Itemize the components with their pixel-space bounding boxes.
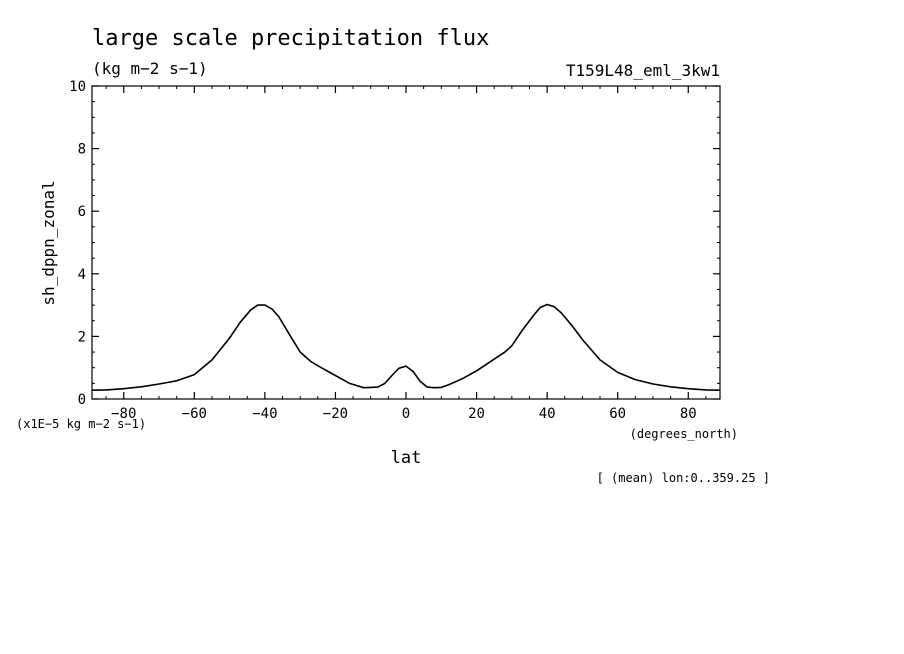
y-axis-label: sh_dppn_zonal xyxy=(39,180,58,305)
y-tick-label: 4 xyxy=(78,267,86,283)
x-tick-label: 60 xyxy=(609,406,626,422)
y-tick-label: 8 xyxy=(78,142,86,158)
x-axis-units: (degrees_north) xyxy=(630,427,738,441)
x-tick-label: 20 xyxy=(468,406,485,422)
y-tick-label: 10 xyxy=(69,79,86,95)
x-tick-label: 40 xyxy=(539,406,556,422)
experiment-label: T159L48_eml_3kw1 xyxy=(566,61,720,80)
y-tick-label: 2 xyxy=(78,329,86,345)
footnote: [ (mean) lon:0..359.25 ] xyxy=(597,471,770,485)
x-tick-label: −40 xyxy=(252,406,277,422)
x-tick-label: 0 xyxy=(402,406,410,422)
x-tick-label: −20 xyxy=(323,406,348,422)
series-line xyxy=(91,303,721,391)
x-axis-ticks: −80 −60 −40 −20 0 20 40 60 80 xyxy=(111,86,697,422)
x-minor-ticks xyxy=(105,86,707,399)
y-axis-ticks: 0 2 4 6 8 10 xyxy=(69,79,720,408)
y-tick-label: 6 xyxy=(78,204,86,220)
chart-subtitle: (kg m−2 s−1) xyxy=(92,59,208,78)
x-tick-label: −80 xyxy=(111,406,136,422)
y-minor-ticks xyxy=(92,101,720,384)
y-tick-label: 0 xyxy=(78,392,86,408)
x-tick-label: 80 xyxy=(680,406,697,422)
plot-frame xyxy=(91,85,721,400)
chart-title: large scale precipitation flux xyxy=(92,26,489,51)
x-axis-label: lat xyxy=(391,448,422,468)
x-tick-label: −60 xyxy=(182,406,207,422)
y-axis-units: (x1E−5 kg m−2 s−1) xyxy=(16,417,146,431)
